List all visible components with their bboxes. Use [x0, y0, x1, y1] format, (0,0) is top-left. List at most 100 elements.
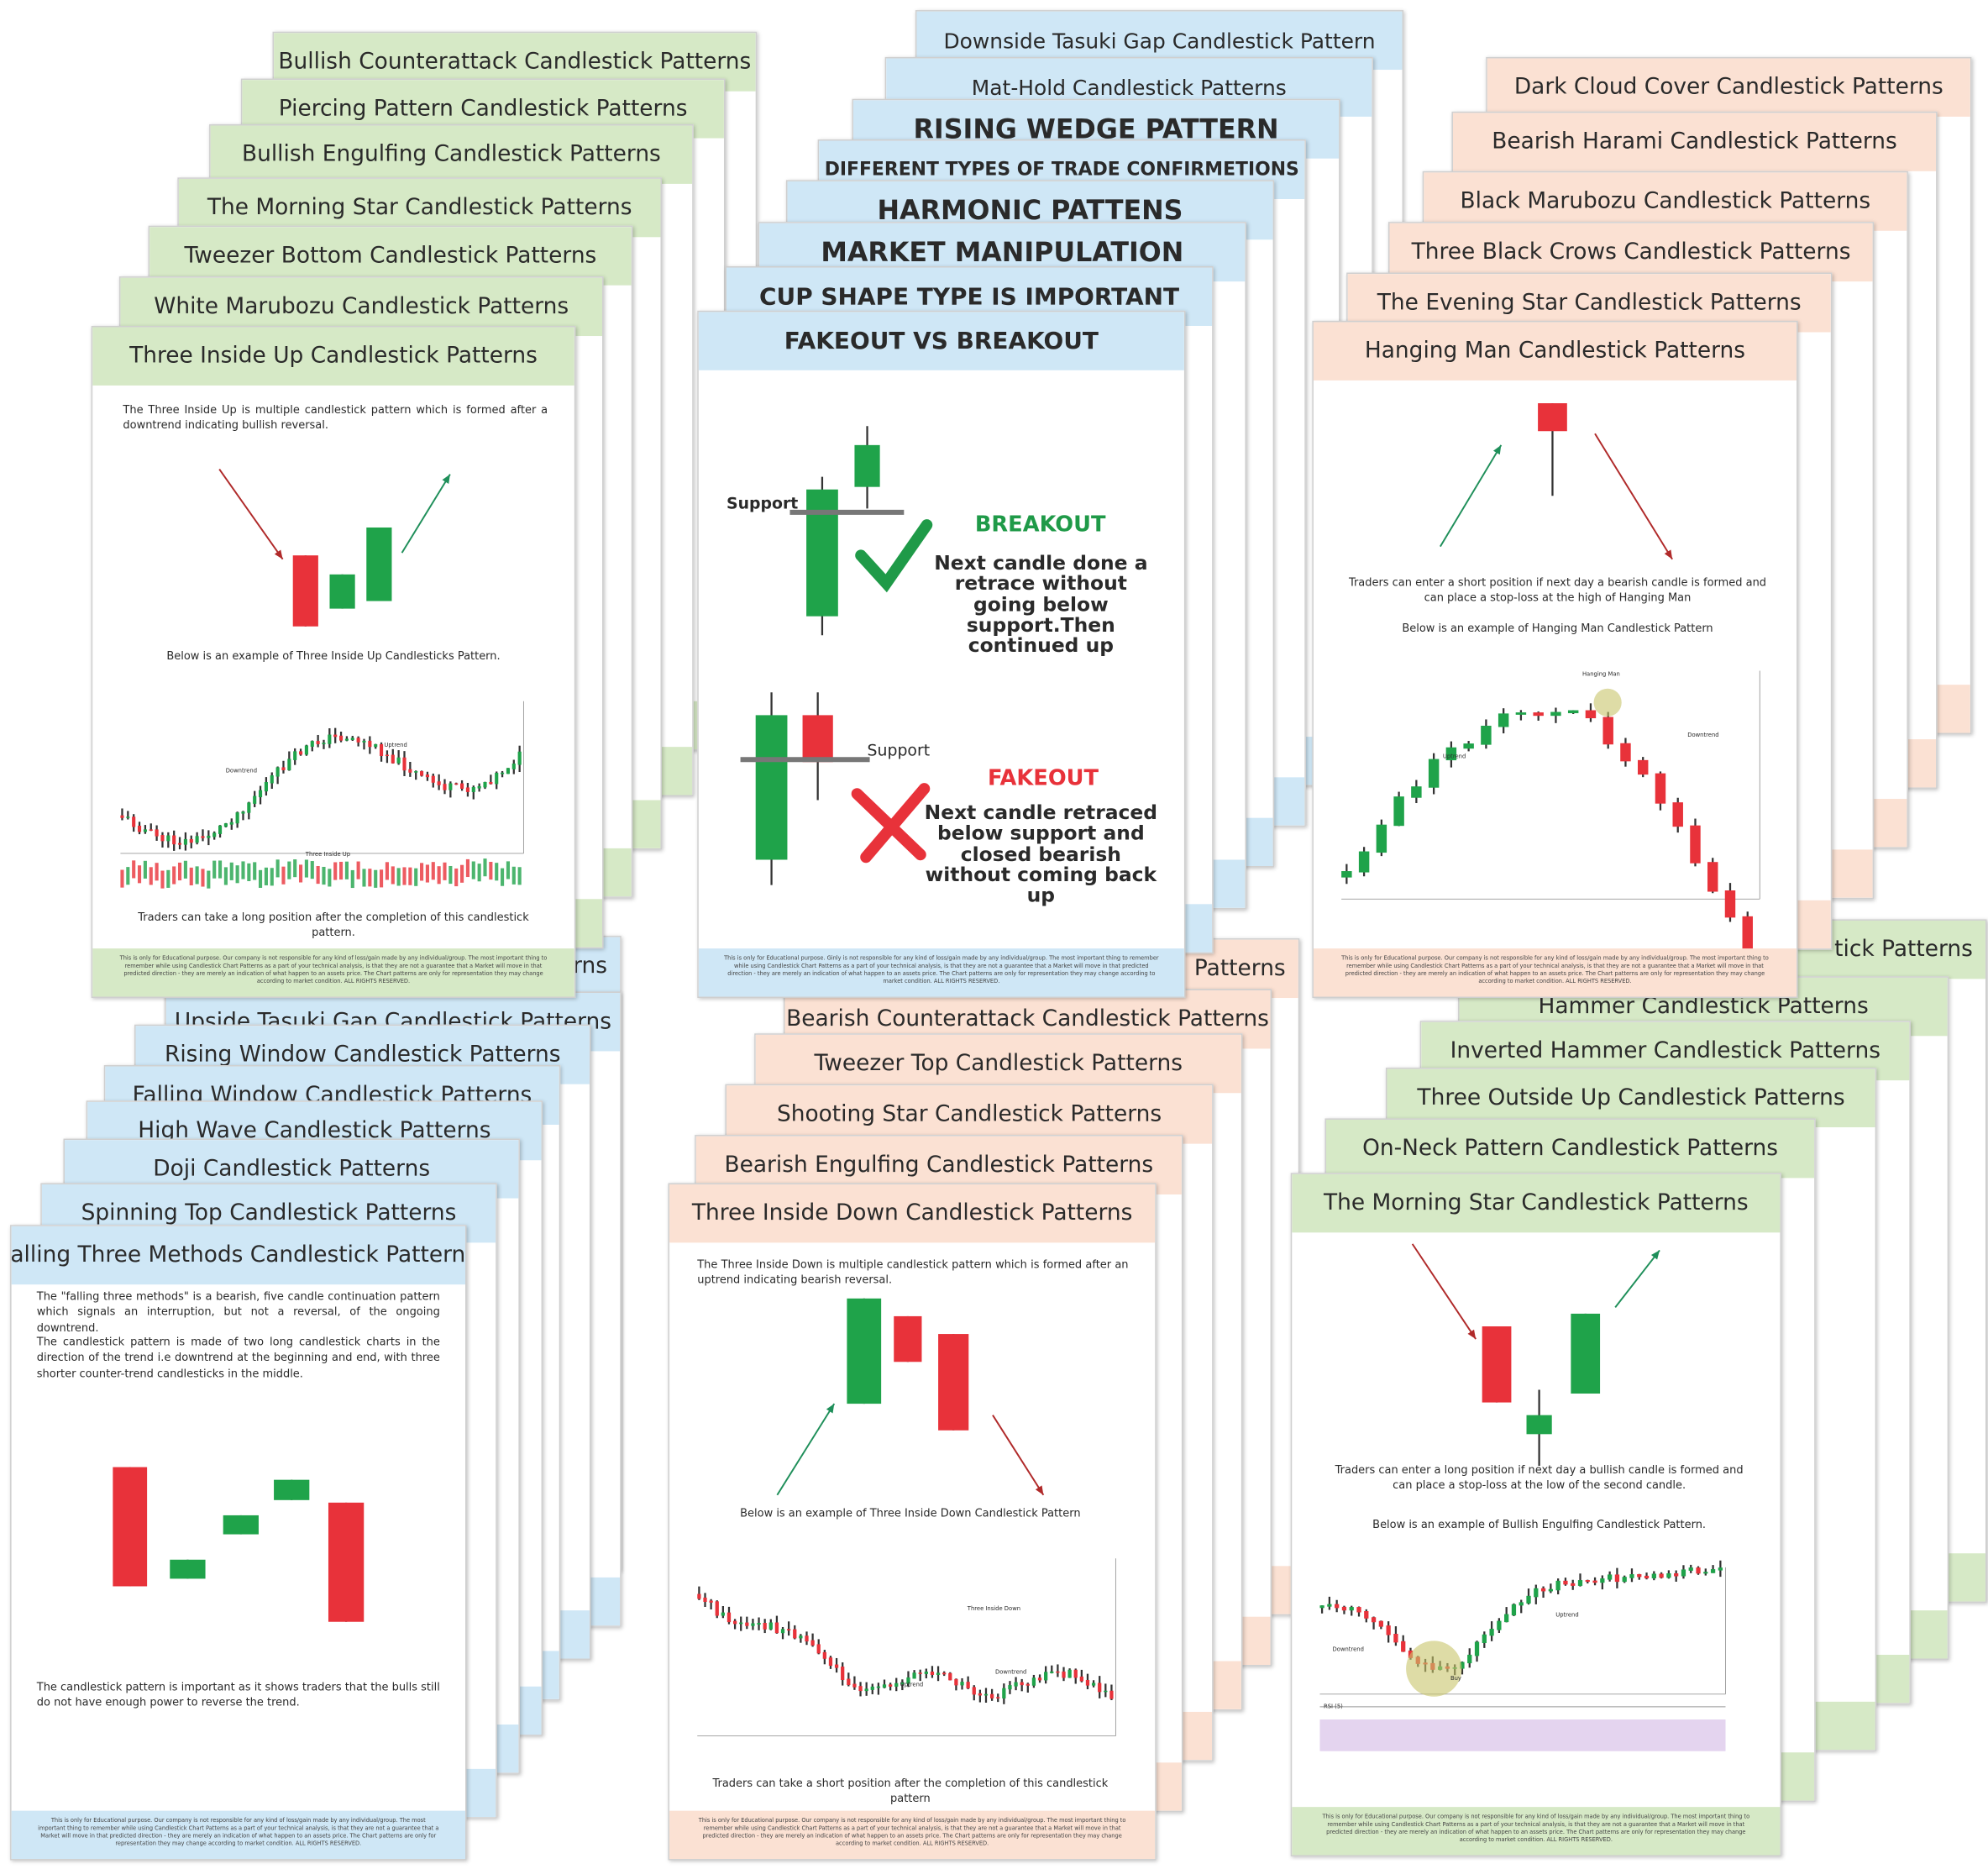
candle-body: [425, 774, 429, 778]
volume-bar: [385, 862, 389, 880]
candle-body: [1376, 824, 1387, 853]
poster-card: The Morning Star Candlestick Patterns Tra…: [1290, 1173, 1781, 1857]
card-title: DIFFERENT TYPES OF TRADE CONFIRMETIONS: [824, 160, 1299, 181]
candle-body: [1079, 1676, 1083, 1682]
card-title: FAKEOUT VS BREAKOUT: [784, 328, 1099, 354]
candle-body: [1489, 1629, 1494, 1636]
volume-bar: [339, 861, 344, 880]
card-title: Three Black Crows Candlestick Patterns: [1411, 239, 1851, 265]
candle-body: [1044, 1672, 1048, 1681]
candle-body: [1428, 759, 1440, 788]
candle-body: [1393, 796, 1404, 827]
candle-body: [1481, 725, 1492, 745]
card-text: Downtrend: [1332, 1646, 1364, 1654]
volume-bar: [402, 867, 407, 885]
card-title: Bearish Engulfing Candlestick Patterns: [724, 1152, 1154, 1179]
candle-body: [745, 1622, 749, 1626]
arrow-head: [1664, 549, 1673, 559]
card-title: Piercing Pattern Candlestick Patterns: [278, 96, 688, 122]
card-text: Hanging Man: [1581, 672, 1620, 679]
candle-body: [1335, 1604, 1340, 1609]
candle-body: [328, 1502, 365, 1622]
candle-body: [739, 1622, 743, 1625]
candle-body: [755, 715, 788, 860]
candle-body: [1364, 1610, 1369, 1619]
candle-body: [380, 743, 384, 756]
candle-body: [501, 772, 505, 774]
candle-body: [471, 787, 475, 792]
candle-body: [774, 1622, 779, 1634]
candle-body: [207, 835, 211, 838]
title-bar: Falling Three Methods Candlestick Patter…: [12, 1226, 466, 1285]
candle-body: [1710, 1569, 1716, 1573]
candle-body: [448, 783, 453, 790]
volume-bar: [247, 863, 251, 881]
candle-body: [954, 1678, 958, 1686]
candle-body: [274, 1479, 310, 1500]
card-title: Hanging Man Candlestick Patterns: [1364, 339, 1746, 365]
candle-body: [930, 1671, 935, 1675]
candle-body: [1600, 1578, 1605, 1583]
candle-body: [1519, 1602, 1524, 1606]
card-text: Traders can take a long position after t…: [138, 911, 529, 941]
candle-body: [978, 1693, 983, 1696]
candle-body: [414, 771, 418, 773]
volume-bar: [362, 869, 366, 887]
candle-body: [1567, 710, 1579, 714]
candle-body: [391, 754, 395, 764]
candle-body: [1463, 743, 1474, 749]
candle-body: [1067, 1669, 1072, 1678]
candle-body: [489, 781, 493, 785]
candle-body: [1577, 1580, 1583, 1586]
candle-body: [189, 838, 193, 843]
disclaimer: This is only for Educational purpose. Ou…: [1292, 1807, 1781, 1856]
candle-body: [1349, 1607, 1354, 1611]
volume-bar: [132, 860, 136, 879]
volume-bar: [143, 860, 147, 879]
candle-body: [1341, 871, 1352, 878]
candle-body: [350, 738, 354, 740]
candle-body: [329, 574, 355, 609]
card-title: Mat-Hold Candlestick Patterns: [971, 75, 1287, 100]
title-bar: FAKEOUT VS BREAKOUT: [698, 312, 1184, 370]
volume-bar: [316, 865, 320, 885]
candle-body: [1104, 1690, 1108, 1693]
volume-bar: [431, 862, 435, 880]
candle-body: [1585, 1580, 1590, 1583]
rsi-band: [1319, 1719, 1726, 1751]
title-bar: Shooting Star Candlestick Patterns: [726, 1085, 1213, 1144]
candle-body: [1445, 747, 1457, 761]
candle-body: [304, 745, 308, 755]
volume-bar: [264, 867, 268, 885]
candle-body: [1098, 1683, 1102, 1693]
candle-body: [703, 1597, 707, 1603]
card-title: On-Neck Pattern Candlestick Patterns: [1362, 1136, 1779, 1162]
candle-body: [989, 1693, 994, 1698]
volume-bar: [189, 867, 193, 886]
candle-body: [517, 751, 522, 765]
illustration: [113, 1467, 365, 1622]
title-bar: The Morning Star Candlestick Patterns: [1292, 1173, 1781, 1233]
volume-bar: [310, 861, 314, 879]
title-bar: Tweezer Top Candlestick Patterns: [755, 1034, 1241, 1094]
volume-bar: [120, 869, 124, 888]
candle-body: [854, 444, 880, 487]
candle-body: [1498, 713, 1509, 727]
candle-body: [1371, 1617, 1377, 1623]
title-bar: Three Black Crows Candlestick Patterns: [1389, 223, 1873, 282]
card-text: Next candle retraced below support and c…: [924, 801, 1158, 907]
arrow-line: [218, 468, 284, 560]
candle-body: [1460, 1662, 1465, 1669]
card-text: The candlestick pattern is made of two l…: [36, 1336, 440, 1381]
arrow-head: [1650, 1250, 1660, 1260]
volume-bar: [223, 867, 228, 885]
title-bar: Three Inside Down Candlestick Patterns: [669, 1184, 1156, 1243]
candle-body: [1548, 1588, 1553, 1592]
candle-body: [894, 1315, 922, 1362]
card-title: Patterns: [1193, 956, 1286, 982]
volume-bar: [281, 866, 286, 885]
candle-body: [420, 771, 424, 776]
volume-bar: [287, 861, 291, 879]
card-title: Tweezer Top Candlestick Patterns: [814, 1051, 1183, 1077]
